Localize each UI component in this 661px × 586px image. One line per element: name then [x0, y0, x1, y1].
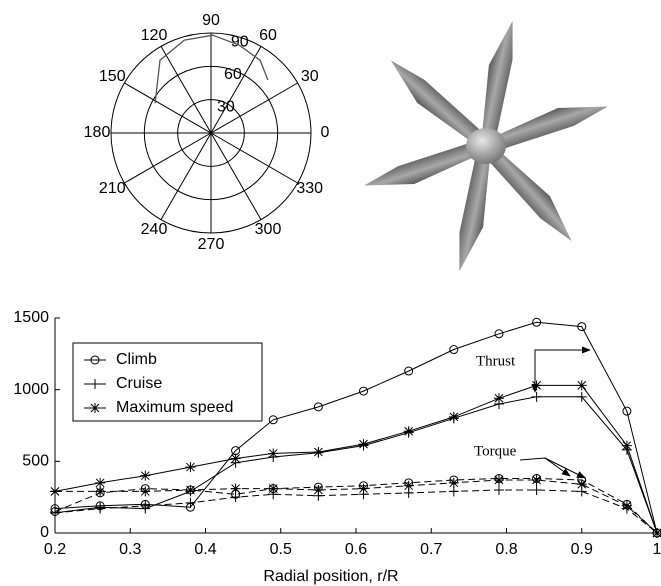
marker: [622, 441, 632, 451]
polar-spoke: [211, 46, 261, 133]
figure: Radial position, r/R Thrust Torque 30 60 9…: [0, 0, 661, 586]
marker: [449, 486, 459, 496]
marker: [404, 426, 414, 436]
marker: [404, 481, 414, 491]
propeller-render: [362, 18, 610, 274]
y-tick-label: 500: [22, 453, 49, 470]
marker: [532, 392, 542, 402]
marker: [449, 478, 459, 488]
marker: [268, 484, 278, 494]
polar-spoke: [161, 46, 211, 133]
polar-spoke: [124, 133, 211, 183]
marker: [140, 471, 150, 481]
polar-spoke: [124, 83, 211, 133]
marker: [622, 501, 632, 511]
marker: [95, 478, 105, 488]
theta-tick-label: 270: [198, 236, 225, 253]
polar-spoke: [211, 133, 298, 183]
y-tick-label: 1500: [13, 309, 49, 326]
marker: [313, 485, 323, 495]
marker: [577, 380, 587, 390]
x-tick-label: 0.6: [345, 541, 367, 558]
x-tick-label: 0.3: [119, 541, 141, 558]
marker: [494, 393, 504, 403]
marker: [50, 486, 60, 496]
theta-tick-label: 60: [259, 27, 277, 44]
marker: [313, 447, 323, 457]
r-tick-label: 90: [231, 33, 249, 50]
x-tick-label: 0.8: [495, 541, 517, 558]
theta-tick-label: 150: [99, 68, 126, 85]
theta-tick-label: 180: [84, 124, 111, 141]
x-tick-label: 1: [653, 541, 661, 558]
legend-label: Maximum speed: [116, 399, 233, 416]
x-tick-label: 0.2: [44, 541, 66, 558]
annotation: Torque: [474, 443, 517, 459]
theta-tick-label: 330: [296, 180, 323, 197]
marker: [359, 439, 369, 449]
x-tick-label: 0.5: [270, 541, 292, 558]
x-tick-label: 0.7: [420, 541, 442, 558]
x-tick-label: 0.4: [194, 541, 216, 558]
marker: [185, 485, 195, 495]
marker: [449, 412, 459, 422]
theta-tick-label: 90: [202, 12, 220, 29]
legend-marker: [90, 403, 100, 413]
polar-spoke: [211, 133, 261, 220]
marker: [95, 486, 105, 496]
marker: [140, 486, 150, 496]
marker: [185, 462, 195, 472]
theta-tick-label: 0: [321, 124, 330, 141]
marker: [231, 484, 241, 494]
r-tick-label: 60: [224, 66, 242, 83]
theta-tick-label: 120: [141, 27, 168, 44]
theta-tick-label: 30: [301, 68, 319, 85]
x-axis-label: Radial position, r/R: [263, 568, 398, 585]
marker: [532, 485, 542, 495]
y-tick-label: 0: [40, 524, 49, 541]
marker: [532, 380, 542, 390]
polar-spoke: [161, 133, 211, 220]
annotation-arrows: [520, 350, 590, 478]
y-tick-label: 1000: [13, 381, 49, 398]
x-tick-label: 0.9: [571, 541, 593, 558]
annotation: Thrust: [476, 353, 516, 369]
theta-tick-label: 300: [255, 221, 282, 238]
marker: [532, 475, 542, 485]
marker: [268, 448, 278, 458]
legend-label: Climb: [116, 351, 157, 368]
marker: [494, 485, 504, 495]
theta-tick-label: 210: [99, 180, 126, 197]
legend-label: Cruise: [116, 375, 162, 392]
marker: [359, 484, 369, 494]
theta-tick-label: 240: [141, 221, 168, 238]
marker: [231, 453, 241, 463]
marker: [494, 475, 504, 485]
marker: [577, 479, 587, 489]
